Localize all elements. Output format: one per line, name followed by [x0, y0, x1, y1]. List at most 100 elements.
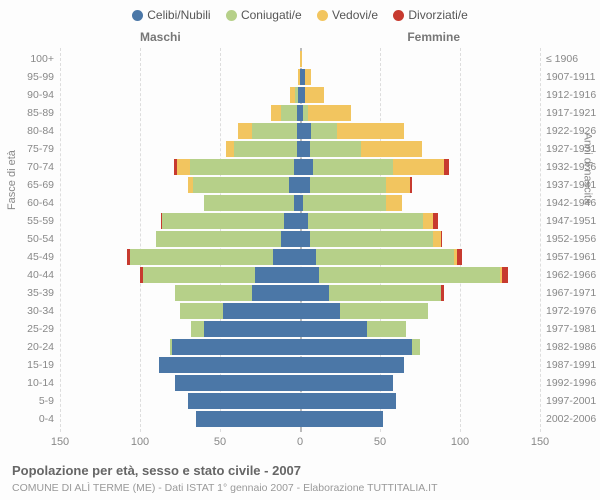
- bar-female: [300, 195, 402, 211]
- age-label: 30-34: [27, 305, 54, 317]
- bar-segment: [386, 195, 402, 211]
- birth-year-label: 1927-1931: [546, 143, 596, 155]
- xaxis-tick: 100: [131, 436, 149, 448]
- bar-segment: [386, 177, 410, 193]
- bar-segment: [300, 51, 302, 67]
- bar-female: [300, 213, 438, 229]
- age-label: 55-59: [27, 215, 54, 227]
- bar-male: [175, 375, 300, 391]
- bar-male: [170, 339, 300, 355]
- legend-item-divorced: Divorziati/e: [393, 8, 467, 22]
- bar-segment: [310, 231, 433, 247]
- bar-segment: [502, 267, 508, 283]
- age-label: 75-79: [27, 143, 54, 155]
- bar-segment: [300, 321, 367, 337]
- bar-segment: [300, 357, 404, 373]
- age-label: 45-49: [27, 251, 54, 263]
- bar-segment: [300, 267, 319, 283]
- pyramid-row: [60, 123, 540, 139]
- pyramid-row: [60, 213, 540, 229]
- bar-male: [188, 393, 300, 409]
- pyramid-row: [60, 195, 540, 211]
- bar-segment: [300, 141, 310, 157]
- bar-segment: [300, 213, 308, 229]
- population-pyramid-chart: Celibi/Nubili Coniugati/e Vedovi/e Divor…: [0, 0, 600, 500]
- legend-item-single: Celibi/Nubili: [132, 8, 210, 22]
- footer-subtitle: COMUNE DI ALÌ TERME (ME) - Dati ISTAT 1°…: [12, 482, 438, 494]
- bar-segment: [190, 159, 294, 175]
- age-label: 35-39: [27, 287, 54, 299]
- birth-year-label: 1987-1991: [546, 359, 596, 371]
- bar-segment: [457, 249, 462, 265]
- pyramid-row: [60, 177, 540, 193]
- bar-female: [300, 285, 444, 301]
- bar-segment: [316, 249, 454, 265]
- bar-segment: [273, 249, 300, 265]
- pyramid-row: [60, 321, 540, 337]
- bar-segment: [159, 357, 300, 373]
- age-label: 80-84: [27, 125, 54, 137]
- bar-segment: [300, 285, 329, 301]
- bar-segment: [252, 285, 300, 301]
- gender-label-female: Femmine: [407, 30, 460, 44]
- bar-male: [188, 177, 300, 193]
- pyramid-row: [60, 105, 540, 121]
- yaxis-title-left: Fasce di età: [6, 150, 18, 210]
- bar-male: [140, 267, 300, 283]
- bar-female: [300, 51, 302, 67]
- bar-female: [300, 123, 404, 139]
- bar-segment: [444, 159, 449, 175]
- pyramid-row: [60, 231, 540, 247]
- bar-male: [159, 357, 300, 373]
- age-label: 100+: [30, 53, 54, 65]
- bar-segment: [188, 393, 300, 409]
- age-label: 5-9: [39, 395, 54, 407]
- bar-segment: [300, 159, 313, 175]
- age-label: 40-44: [27, 269, 54, 281]
- legend-item-widowed: Vedovi/e: [317, 8, 378, 22]
- birth-year-label: 1942-1946: [546, 197, 596, 209]
- birth-year-label: 2002-2006: [546, 413, 596, 425]
- age-label: 95-99: [27, 71, 54, 83]
- bar-male: [127, 249, 300, 265]
- pyramid-row: [60, 267, 540, 283]
- age-label: 0-4: [39, 413, 54, 425]
- birth-year-label: 1947-1951: [546, 215, 596, 227]
- bar-female: [300, 411, 383, 427]
- bar-male: [290, 87, 300, 103]
- plot-area: 15010050050100150100+≤ 190695-991907-191…: [60, 48, 540, 432]
- birth-year-label: 1997-2001: [546, 395, 596, 407]
- bar-segment: [433, 231, 441, 247]
- bar-segment: [423, 213, 433, 229]
- bar-female: [300, 231, 442, 247]
- gridline: [540, 48, 541, 432]
- legend: Celibi/Nubili Coniugati/e Vedovi/e Divor…: [0, 8, 600, 24]
- bar-segment: [412, 339, 420, 355]
- bar-segment: [311, 123, 337, 139]
- bar-segment: [204, 321, 300, 337]
- birth-year-label: 1957-1961: [546, 251, 596, 263]
- bar-female: [300, 393, 396, 409]
- xaxis-tick: 0: [297, 436, 303, 448]
- bar-segment: [300, 231, 310, 247]
- bar-segment: [172, 339, 300, 355]
- bar-male: [204, 195, 300, 211]
- bar-segment: [300, 393, 396, 409]
- birth-year-label: 1992-1996: [546, 377, 596, 389]
- bar-male: [271, 105, 300, 121]
- xaxis-tick: 150: [531, 436, 549, 448]
- bar-segment: [196, 411, 300, 427]
- birth-year-label: 1932-1936: [546, 161, 596, 173]
- bar-segment: [310, 141, 361, 157]
- age-label: 15-19: [27, 359, 54, 371]
- bar-male: [175, 285, 300, 301]
- birth-year-label: ≤ 1906: [546, 53, 578, 65]
- pyramid-row: [60, 249, 540, 265]
- pyramid-row: [60, 159, 540, 175]
- bar-segment: [313, 159, 393, 175]
- bar-segment: [143, 267, 255, 283]
- bar-segment: [305, 69, 311, 85]
- bar-segment: [289, 177, 300, 193]
- bar-male: [238, 123, 300, 139]
- bar-segment: [300, 375, 393, 391]
